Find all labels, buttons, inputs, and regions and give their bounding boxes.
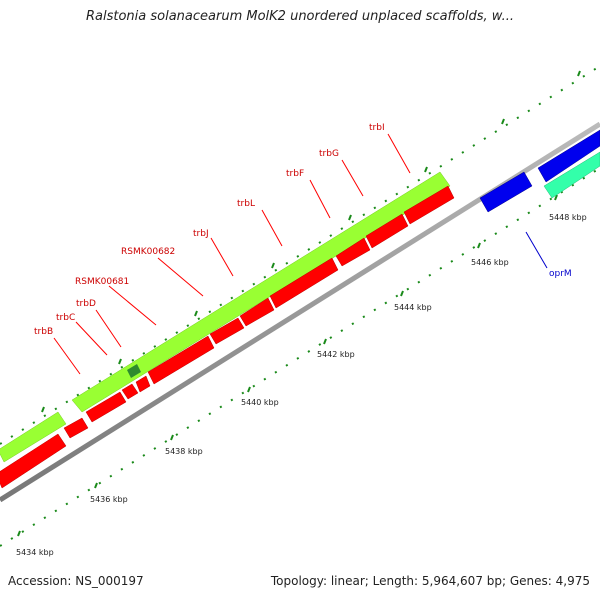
scale-label: 5448 kbp bbox=[549, 213, 587, 222]
teal-gene-track[interactable] bbox=[543, 151, 600, 199]
gene-label[interactable]: RSMK00682 bbox=[121, 247, 175, 257]
gene bbox=[365, 213, 409, 249]
accession-text: Accession: NS_000197 bbox=[8, 574, 144, 588]
gene-label[interactable]: trbJ bbox=[193, 229, 209, 239]
scale-label: 5444 kbp bbox=[394, 303, 432, 312]
major-ticks bbox=[17, 194, 558, 537]
gene bbox=[239, 297, 275, 327]
scale-label: 5438 kbp bbox=[165, 447, 203, 456]
gene bbox=[209, 317, 245, 345]
scale-label: 5442 kbp bbox=[317, 350, 355, 359]
gene-label[interactable]: trbC bbox=[56, 313, 75, 323]
gene bbox=[0, 433, 67, 489]
scale-label: 5446 kbp bbox=[471, 258, 509, 267]
lower-tick-track bbox=[0, 167, 600, 547]
scale-label: 5434 kbp bbox=[16, 548, 54, 557]
gene-label-oprm[interactable]: oprM bbox=[549, 269, 572, 279]
light-green-track[interactable] bbox=[0, 171, 451, 463]
scale-label: 5440 kbp bbox=[241, 398, 279, 407]
upper-major-ticks bbox=[41, 70, 581, 413]
map-title: Ralstonia solanacearum MolK2 unordered u… bbox=[85, 9, 514, 24]
small-feature[interactable] bbox=[127, 364, 141, 378]
gene-label[interactable]: trbG bbox=[319, 149, 339, 159]
gene bbox=[135, 375, 151, 393]
gene bbox=[479, 171, 533, 213]
gene bbox=[147, 335, 215, 385]
gene-label[interactable]: trbD bbox=[76, 299, 96, 309]
gene-label[interactable]: trbI bbox=[369, 123, 385, 133]
gene bbox=[543, 151, 600, 199]
gene-label[interactable]: trbL bbox=[237, 199, 255, 209]
red-gene-track[interactable] bbox=[0, 185, 455, 489]
gene bbox=[537, 129, 600, 183]
blue-gene-track[interactable] bbox=[479, 129, 600, 213]
gene-label[interactable]: trbF bbox=[286, 169, 304, 179]
gene bbox=[269, 257, 339, 309]
gene bbox=[335, 237, 371, 267]
gene-label[interactable]: RSMK00681 bbox=[75, 277, 129, 287]
topology-text: Topology: linear; Length: 5,964,607 bp; … bbox=[270, 574, 590, 588]
label-leaders bbox=[53, 133, 411, 375]
blue-label-leader bbox=[525, 231, 548, 269]
upper-tick-track bbox=[0, 65, 600, 445]
gene-label[interactable]: trbB bbox=[34, 327, 53, 337]
gene bbox=[121, 383, 139, 400]
scale-label: 5436 kbp bbox=[90, 495, 128, 504]
gene bbox=[63, 417, 89, 439]
gene bbox=[403, 185, 455, 225]
gene bbox=[85, 391, 127, 423]
